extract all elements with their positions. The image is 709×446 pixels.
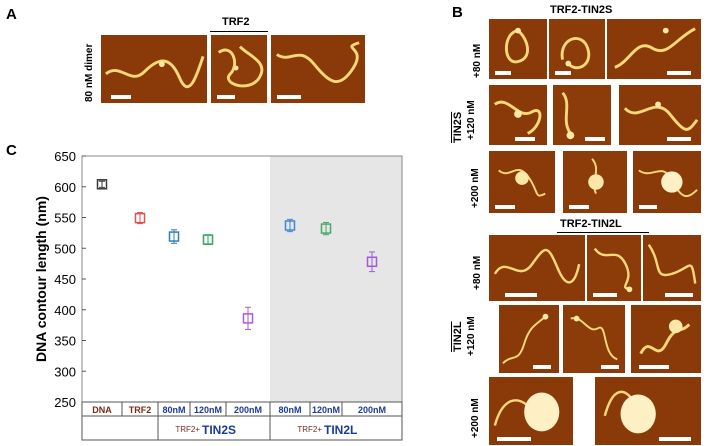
afm-image-b6 <box>618 84 702 146</box>
afm-image-b14 <box>562 304 626 374</box>
y-tick-label: 550 <box>54 211 76 226</box>
y-tick-label: 650 <box>54 149 76 164</box>
group-name: TIN2S <box>202 423 236 437</box>
y-tick-label: 450 <box>54 272 76 287</box>
afm-image-b1 <box>488 18 548 80</box>
category-label: 120nM <box>194 405 222 415</box>
afm-image-b9 <box>632 150 702 214</box>
y-tick-label: 250 <box>54 395 76 410</box>
y-tick-label: 600 <box>54 180 76 195</box>
scale-bar <box>555 71 571 75</box>
panel-b-header-top: TRF2-TIN2S <box>550 4 613 16</box>
panel-b-row-bottom-1: +80 nM <box>472 255 483 290</box>
data-point <box>320 223 332 234</box>
panel-a-row-label: 80 nM dimer <box>84 43 95 102</box>
data-point <box>134 212 146 224</box>
data-point <box>242 313 254 324</box>
panel-b-row-top-2: +120 nM <box>466 100 477 140</box>
group-prefix: TRF2+ <box>297 425 322 434</box>
afm-image-b3 <box>606 18 702 80</box>
data-point <box>96 179 108 190</box>
scale-bar <box>667 71 691 75</box>
afm-image-b16 <box>488 376 574 446</box>
category-table <box>81 401 403 441</box>
panel-b-row-top-3: +200 nM <box>470 168 481 208</box>
scale-bar <box>497 437 531 441</box>
scale-bar <box>505 293 537 297</box>
scale-bar <box>593 293 617 297</box>
data-point <box>366 256 378 268</box>
y-tick-label: 400 <box>54 303 76 318</box>
panel-a-letter: A <box>6 6 17 23</box>
scale-bar <box>533 365 551 369</box>
afm-image-b8 <box>562 150 628 214</box>
scale-bar <box>585 137 605 141</box>
afm-image-b2 <box>548 18 606 80</box>
shaded-region <box>270 156 402 402</box>
afm-image-b15 <box>630 304 702 374</box>
category-label: 200nM <box>234 405 262 415</box>
panel-b-header-bottom: TRF2-TIN2L <box>560 218 622 230</box>
scale-bar <box>659 437 691 441</box>
scale-bar <box>277 95 301 99</box>
y-tick-label: 350 <box>54 334 76 349</box>
afm-image-b13 <box>498 304 560 374</box>
panel-b-group-top-label: TIN2S <box>452 111 464 143</box>
scale-bar <box>639 365 669 369</box>
data-point <box>284 220 296 231</box>
category-label: 80nM <box>162 405 185 415</box>
afm-image-b4 <box>488 84 548 146</box>
panel-b-row-bottom-2: +120 nM <box>466 316 477 356</box>
afm-image-b10 <box>488 234 586 302</box>
afm-image-b12 <box>642 234 702 302</box>
category-label: 200nM <box>358 405 386 415</box>
scale-bar <box>495 71 511 75</box>
afm-image-b7 <box>488 150 556 214</box>
y-axis-label: DNA contour length (nm) <box>33 196 49 362</box>
scale-bar <box>495 205 515 209</box>
data-point <box>202 234 214 245</box>
panel-c-letter: C <box>6 142 17 159</box>
category-label: 120nM <box>312 405 340 415</box>
afm-image-b17 <box>594 376 702 446</box>
scale-bar <box>515 137 535 141</box>
scale-bar <box>569 205 589 209</box>
afm-image-a3 <box>270 34 366 104</box>
scale-bar <box>111 95 131 99</box>
y-tick-label: 500 <box>54 241 76 256</box>
panel-b-letter: B <box>452 4 463 21</box>
afm-image-a2 <box>210 34 268 104</box>
contour-length-chart: 250 300 350 400 450 500 550 600 650 DNA contour l… <box>33 149 403 441</box>
category-label: TRF2 <box>129 405 152 415</box>
y-tick-label: 300 <box>54 364 76 379</box>
scale-bar <box>601 365 619 369</box>
category-label: 80nM <box>278 405 301 415</box>
scale-bar <box>665 293 693 297</box>
panel-a-header-line <box>210 31 268 32</box>
panel-b-row-bottom-3: +200 nM <box>470 398 481 438</box>
scale-bar <box>667 137 691 141</box>
afm-image-b11 <box>586 234 642 302</box>
scale-bar <box>217 95 235 99</box>
afm-image-a1 <box>100 34 208 104</box>
scale-bar <box>639 205 657 209</box>
data-point <box>168 231 180 242</box>
afm-image-b5 <box>552 84 612 146</box>
category-label: DNA <box>92 405 112 415</box>
panel-b-row-top-1: +80 nM <box>472 43 483 78</box>
group-name: TIN2L <box>324 423 357 437</box>
group-prefix: TRF2+ <box>175 425 200 434</box>
panel-b-group-bottom-label: TIN2L <box>452 321 464 352</box>
panel-a-header: TRF2 <box>222 16 250 28</box>
panel-b-header-bottom-line <box>557 232 649 233</box>
